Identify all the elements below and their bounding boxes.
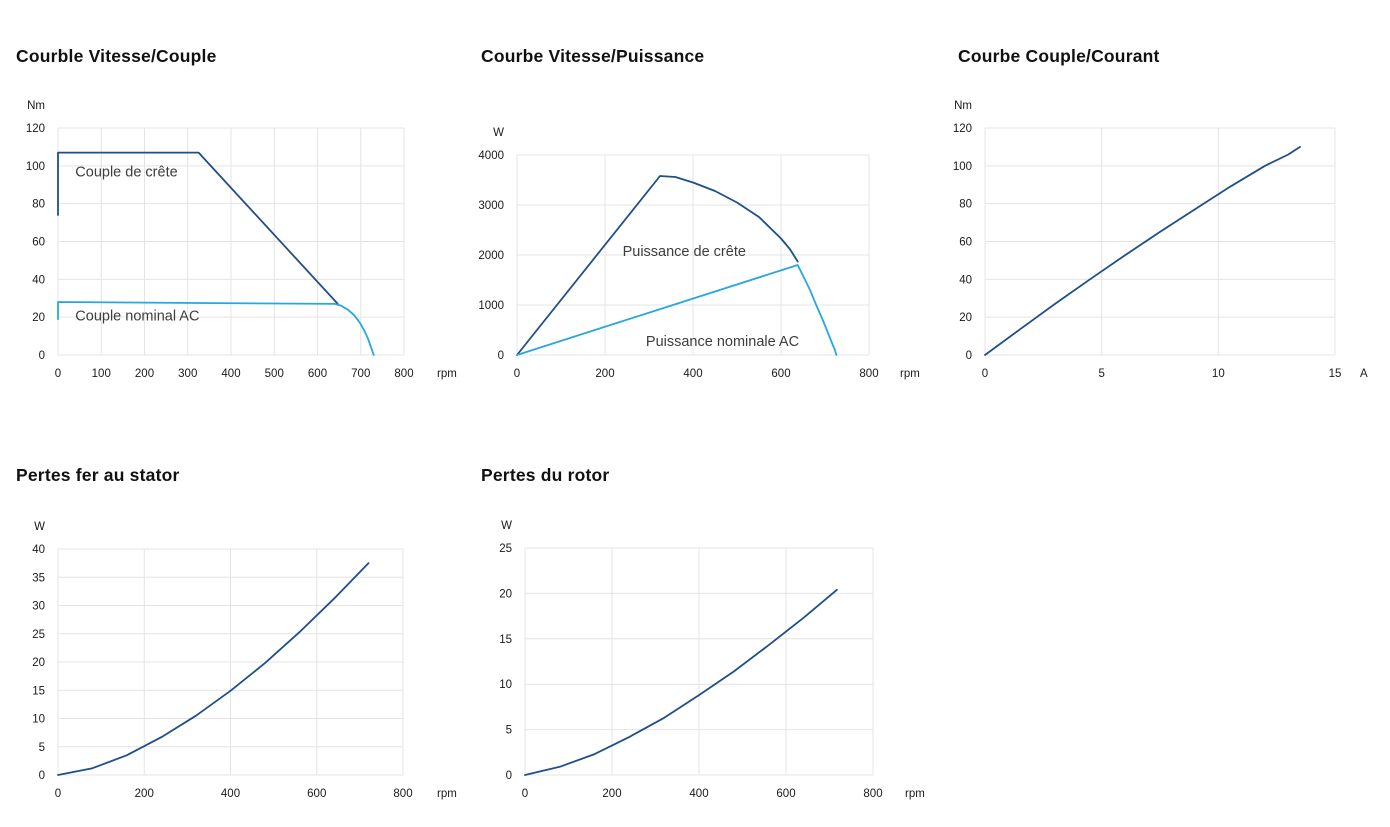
y-axis-tick-label: 60: [959, 237, 972, 249]
y-axis-tick-label: 80: [959, 199, 972, 211]
x-axis-tick-label: 0: [55, 368, 61, 380]
x-axis-tick-label: 600: [771, 368, 790, 380]
y-axis-unit-label: W: [493, 127, 504, 139]
series-label: Puissance de crête: [623, 244, 746, 260]
y-axis-unit-label: Nm: [954, 100, 972, 112]
y-axis-tick-label: 4000: [478, 150, 504, 162]
y-axis-tick-label: 2000: [478, 250, 504, 262]
y-axis-unit-label: Nm: [27, 100, 45, 112]
x-axis-tick-label: 400: [689, 788, 708, 800]
x-axis-tick-label: 0: [55, 788, 61, 800]
x-axis-tick-label: 600: [776, 788, 795, 800]
chart-vitesse-couple: 0 100 200 300 400 500 600 700 800 0 20 40 60 80 100 120…: [26, 100, 457, 380]
chart-couple-courant: 0 5 10 15 0 20 40 60 80 100 120 Nm A: [953, 100, 1368, 380]
y-axis-tick-label: 40: [959, 274, 972, 286]
x-axis-tick-label: 800: [394, 368, 413, 380]
x-axis-tick-label: 400: [221, 368, 240, 380]
y-axis-tick-label: 25: [499, 543, 512, 555]
series-line: [57, 562, 370, 776]
x-axis-tick-label: 0: [514, 368, 520, 380]
x-axis-tick-label: 5: [1098, 368, 1104, 380]
y-axis-tick-label: 15: [499, 634, 512, 646]
x-axis-tick-label: 0: [522, 788, 528, 800]
x-axis-unit-label: rpm: [437, 368, 457, 380]
y-axis-tick-label: 60: [32, 237, 45, 249]
series-line: [516, 264, 838, 356]
x-axis-tick-label: 200: [602, 788, 621, 800]
x-axis-unit-label: rpm: [905, 788, 925, 800]
y-axis-tick-label: 0: [966, 350, 972, 362]
y-axis-tick-label: 120: [26, 123, 45, 135]
x-axis-tick-label: 300: [178, 368, 197, 380]
series-line: [516, 175, 799, 356]
y-axis-tick-label: 0: [39, 770, 45, 782]
chart-title-pertes-stator: Pertes fer au stator: [16, 465, 180, 485]
y-axis-tick-label: 100: [26, 161, 45, 173]
y-axis-tick-label: 40: [32, 544, 45, 556]
y-axis-tick-label: 0: [39, 350, 45, 362]
chart-title-vitesse-puissance: Courbe Vitesse/Puissance: [481, 46, 705, 66]
y-axis-tick-label: 35: [32, 572, 45, 584]
x-axis-unit-label: rpm: [900, 368, 920, 380]
y-axis-tick-label: 5: [506, 725, 512, 737]
x-axis-tick-label: 400: [221, 788, 240, 800]
series-line: [57, 151, 339, 305]
y-axis-tick-label: 30: [32, 601, 45, 613]
x-axis-tick-label: 600: [307, 788, 326, 800]
x-axis-tick-label: 10: [1212, 368, 1225, 380]
chart-title-pertes-rotor: Pertes du rotor: [481, 465, 610, 485]
chart-title-vitesse-couple: Courble Vitesse/Couple: [16, 46, 217, 66]
x-axis-tick-label: 600: [308, 368, 327, 380]
y-axis-tick-label: 0: [506, 770, 512, 782]
x-axis-unit-label: rpm: [437, 788, 457, 800]
x-axis-tick-label: 200: [595, 368, 614, 380]
y-axis-tick-label: 15: [32, 685, 45, 697]
x-axis-tick-label: 700: [351, 368, 370, 380]
y-axis-tick-label: 120: [953, 123, 972, 135]
x-axis-tick-label: 100: [92, 368, 111, 380]
series-line: [524, 588, 838, 776]
y-axis-tick-label: 25: [32, 629, 45, 641]
x-axis-tick-label: 800: [393, 788, 412, 800]
y-axis-unit-label: W: [34, 521, 45, 533]
y-axis-tick-label: 0: [498, 350, 504, 362]
x-axis-unit-label: A: [1360, 368, 1368, 380]
x-axis-tick-label: 15: [1329, 368, 1342, 380]
y-axis-tick-label: 20: [32, 312, 45, 324]
series-line: [984, 146, 1301, 356]
x-axis-tick-label: 200: [135, 788, 154, 800]
y-axis-tick-label: 3000: [478, 200, 504, 212]
y-axis-tick-label: 100: [953, 161, 972, 173]
y-axis-tick-label: 40: [32, 274, 45, 286]
x-axis-tick-label: 500: [265, 368, 284, 380]
x-axis-tick-label: 200: [135, 368, 154, 380]
y-axis-tick-label: 80: [32, 199, 45, 211]
y-axis-unit-label: W: [501, 520, 512, 532]
x-axis-tick-label: 0: [982, 368, 988, 380]
y-axis-tick-label: 20: [32, 657, 45, 669]
y-axis-tick-label: 10: [32, 714, 45, 726]
x-axis-tick-label: 800: [859, 368, 878, 380]
y-axis-tick-label: 5: [39, 742, 45, 754]
y-axis-tick-label: 1000: [478, 300, 504, 312]
series-line: [57, 301, 375, 356]
y-axis-tick-label: 20: [499, 588, 512, 600]
series-label: Couple nominal AC: [75, 308, 199, 324]
x-axis-tick-label: 400: [683, 368, 702, 380]
y-axis-tick-label: 10: [499, 679, 512, 691]
x-axis-tick-label: 800: [863, 788, 882, 800]
series-label: Puissance nominale AC: [646, 334, 799, 350]
series-label: Couple de crête: [75, 165, 177, 181]
chart-title-couple-courant: Courbe Couple/Courant: [958, 46, 1160, 66]
y-axis-tick-label: 20: [959, 312, 972, 324]
